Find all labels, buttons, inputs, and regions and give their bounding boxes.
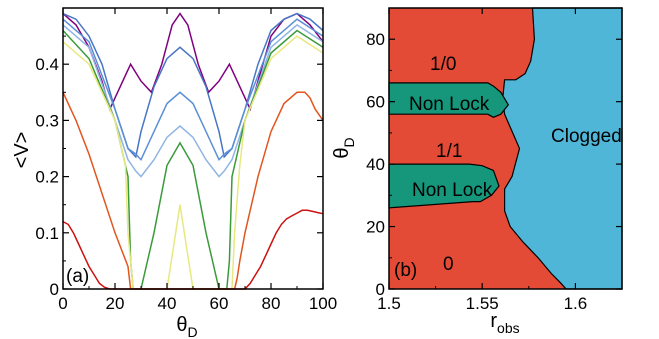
x-tick-label: 1.5 bbox=[377, 294, 401, 313]
panel-a-ylabel: <V> bbox=[11, 132, 33, 169]
y-tick-label: 20 bbox=[366, 218, 385, 237]
series-line-5 bbox=[62, 29, 324, 290]
region-nonlock-lower bbox=[388, 163, 500, 209]
label-nonlock-upper: Non Lock bbox=[409, 94, 490, 115]
panel-b-letter: (b) bbox=[394, 260, 417, 281]
panel-a-xlabel: θD bbox=[176, 314, 197, 339]
label-clogged: Clogged bbox=[551, 126, 622, 147]
series-line-2 bbox=[62, 12, 324, 159]
series-line-6 bbox=[62, 35, 324, 290]
label-nonlock-lower: Non Lock bbox=[412, 180, 493, 201]
y-tick-label: 0.3 bbox=[35, 111, 59, 130]
panel-b-region-map: 1.5 1.55 1.6 0 20 40 60 80 1/0 Non Lock 1/1 Non… bbox=[331, 7, 623, 336]
y-tick-label: 80 bbox=[366, 30, 385, 49]
panel-a-letter: (a) bbox=[66, 266, 89, 287]
panel-b-frame bbox=[388, 7, 623, 290]
series-line-8 bbox=[62, 209, 324, 290]
y-tick-label: 0.2 bbox=[35, 168, 59, 187]
y-tick-label: 0 bbox=[50, 280, 59, 299]
x-tick-label: 1.6 bbox=[564, 294, 588, 313]
y-tick-label: 60 bbox=[366, 93, 385, 112]
panel-b-ticks: 1.5 1.55 1.6 0 20 40 60 80 bbox=[366, 8, 622, 313]
x-tick-label: 100 bbox=[309, 294, 337, 313]
panel-a-ticks: 0 20 40 60 80 100 0 0.1 0.2 0.3 0.4 bbox=[35, 8, 337, 313]
panel-a-line-chart: 0 20 40 60 80 100 0 0.1 0.2 0.3 0.4 (a) <V> θD bbox=[11, 7, 337, 339]
y-tick-label: 40 bbox=[366, 155, 385, 174]
panel-b-xlabel: robs bbox=[490, 310, 519, 336]
series-line-3 bbox=[62, 18, 324, 162]
x-tick-label: 20 bbox=[106, 294, 125, 313]
label-1-0: 1/0 bbox=[430, 54, 456, 75]
region-clogged bbox=[502, 7, 623, 290]
y-tick-label: 0 bbox=[376, 280, 385, 299]
panel-b-ylabel: θD bbox=[331, 137, 357, 158]
x-tick-label: 60 bbox=[210, 294, 229, 313]
label-1-1: 1/1 bbox=[436, 141, 462, 162]
x-tick-label: 0 bbox=[58, 294, 67, 313]
panel-a-plot-area bbox=[63, 8, 323, 289]
x-tick-label: 1.55 bbox=[466, 294, 499, 313]
y-tick-label: 0.4 bbox=[35, 55, 59, 74]
x-tick-label: 40 bbox=[158, 294, 177, 313]
y-tick-label: 0.1 bbox=[35, 224, 59, 243]
label-zero: 0 bbox=[443, 254, 454, 275]
x-tick-label: 80 bbox=[262, 294, 281, 313]
region-nonlock-upper bbox=[388, 82, 510, 118]
